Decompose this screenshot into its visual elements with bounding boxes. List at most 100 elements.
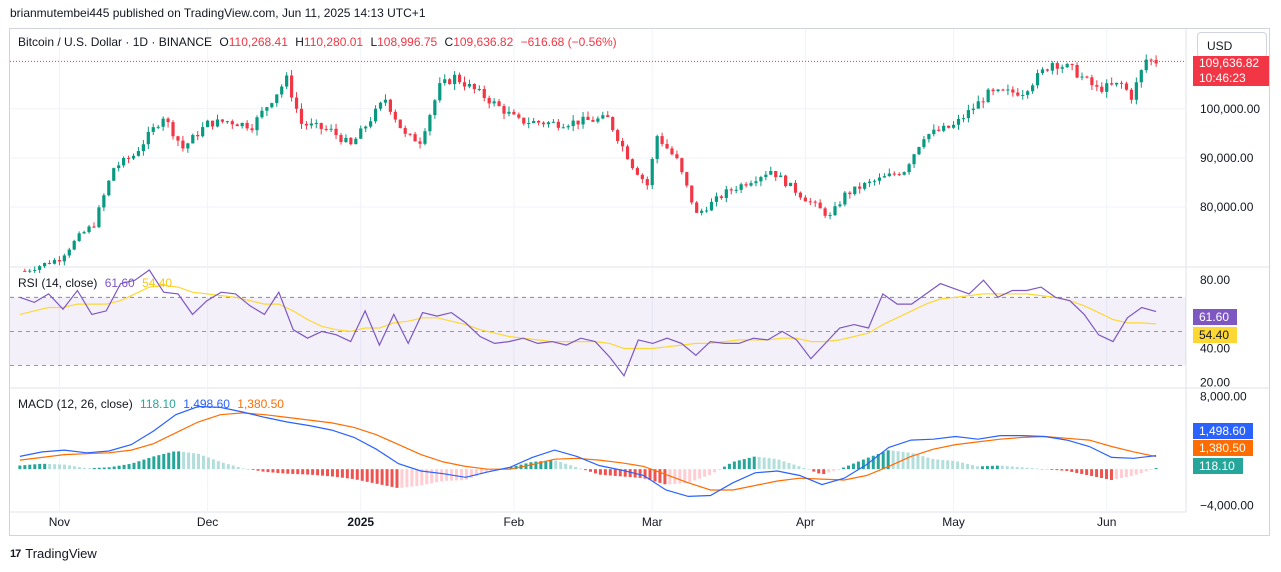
macd-histogram-bar — [931, 459, 935, 470]
candle-body — [645, 179, 649, 186]
candle-body — [932, 129, 936, 135]
macd-histogram-bar — [48, 464, 52, 470]
macd-histogram-bar — [832, 469, 836, 471]
candle-body — [655, 136, 659, 160]
macd-histogram-bar — [360, 469, 364, 481]
candle-body — [482, 89, 486, 98]
candle-body — [52, 260, 57, 264]
macd-histogram-bar — [469, 469, 473, 478]
brand[interactable]: 17 TradingView — [10, 546, 97, 561]
macd-histogram-bar — [63, 464, 67, 470]
candle-body — [961, 118, 966, 120]
candle-body — [947, 125, 951, 128]
candle-body — [67, 249, 71, 256]
macd-histogram-bar — [1040, 468, 1044, 470]
macd-histogram-bar — [127, 464, 131, 470]
candle-body — [912, 154, 916, 165]
macd-histogram-bar — [861, 459, 865, 470]
publisher-note: brianmutembei445 published on TradingVie… — [10, 6, 426, 20]
candle-body — [383, 99, 388, 103]
candle-body — [784, 175, 788, 187]
macd-histogram-bar — [286, 469, 290, 474]
candle-body — [581, 116, 585, 125]
macd-histogram-bar — [846, 465, 850, 470]
candle-body — [201, 127, 205, 137]
candle-body — [522, 117, 526, 124]
macd-histogram-bar — [703, 469, 707, 477]
price-tag-value: 109,636.82 — [1199, 56, 1260, 70]
candle-body — [1050, 63, 1054, 71]
candle-body — [487, 97, 491, 104]
macd-histogram-bar — [122, 464, 126, 470]
macd-histogram-bar — [1105, 469, 1109, 480]
macd-histogram-bar — [995, 465, 999, 470]
candle-body — [136, 151, 141, 156]
macd-histogram-bar — [58, 464, 62, 470]
close-value: 109,636.82 — [453, 35, 514, 49]
candle-body — [956, 118, 961, 125]
macd-histogram-bar — [971, 465, 975, 470]
candle-body — [971, 108, 975, 111]
macd-histogram-bar — [653, 469, 657, 482]
macd-tag: 1,498.60 — [1193, 423, 1253, 439]
candle-body — [670, 148, 674, 155]
macd-histogram-bar — [961, 462, 965, 470]
macd-histogram-bar — [261, 469, 265, 472]
macd-histogram-bar — [544, 460, 548, 470]
macd-histogram-bar — [206, 457, 210, 470]
macd-histogram-bar — [876, 453, 880, 470]
macd-histogram-bar — [722, 466, 726, 470]
macd-signal-value: 1,380.50 — [237, 397, 284, 411]
rsi-tick-label: 80.00 — [1200, 273, 1230, 287]
candle-body — [1031, 85, 1035, 92]
candle-body — [892, 173, 896, 175]
macd-histogram-bar — [851, 463, 855, 470]
candle-body — [739, 184, 743, 190]
candle-body — [472, 83, 476, 90]
candle-body — [611, 117, 615, 131]
macd-histogram-bar — [132, 462, 136, 470]
macd-histogram-bar — [1139, 469, 1143, 474]
candle-body — [122, 158, 126, 166]
macd-histogram-bar — [82, 467, 86, 470]
signal-tag: 1,380.50 — [1193, 440, 1253, 456]
macd-histogram-bar — [673, 469, 677, 484]
macd-histogram-bar — [891, 450, 895, 470]
macd-histogram-bar — [956, 461, 960, 470]
time-tick-label: Jun — [1097, 515, 1116, 529]
macd-histogram-bar — [886, 450, 890, 470]
macd-histogram-bar — [375, 469, 379, 484]
candle-body — [877, 177, 882, 181]
candle-body — [161, 118, 165, 127]
macd-histogram-bar — [435, 469, 439, 483]
macd-histogram-bar — [842, 467, 846, 470]
macd-histogram-bar — [489, 469, 493, 472]
candle-body — [690, 185, 694, 203]
candle-body — [551, 121, 556, 123]
candle-body — [685, 172, 689, 186]
macd-histogram-bar — [97, 467, 101, 470]
candle-body — [887, 173, 891, 177]
candle-body — [314, 123, 318, 125]
macd-histogram-bar — [321, 469, 325, 476]
macd-histogram-bar — [197, 453, 201, 470]
candle-body — [754, 181, 758, 184]
macd-histogram-bar — [355, 469, 359, 480]
currency-selector[interactable]: USD — [1197, 32, 1267, 58]
macd-histogram-bar — [608, 469, 612, 476]
candle-body — [1119, 82, 1124, 84]
candle-body — [77, 233, 81, 241]
candle-body — [403, 128, 407, 134]
candle-body — [700, 210, 704, 213]
candle-body — [230, 121, 234, 125]
candle-body — [398, 119, 402, 129]
macd-histogram-bar — [856, 461, 860, 470]
candle-body — [1011, 89, 1015, 93]
candle-body — [378, 102, 383, 109]
candle-body — [561, 127, 565, 129]
candle-body — [922, 139, 926, 148]
macd-histogram-bar — [1119, 469, 1123, 479]
macd-histogram-bar — [167, 452, 171, 470]
candle-body — [453, 74, 457, 84]
